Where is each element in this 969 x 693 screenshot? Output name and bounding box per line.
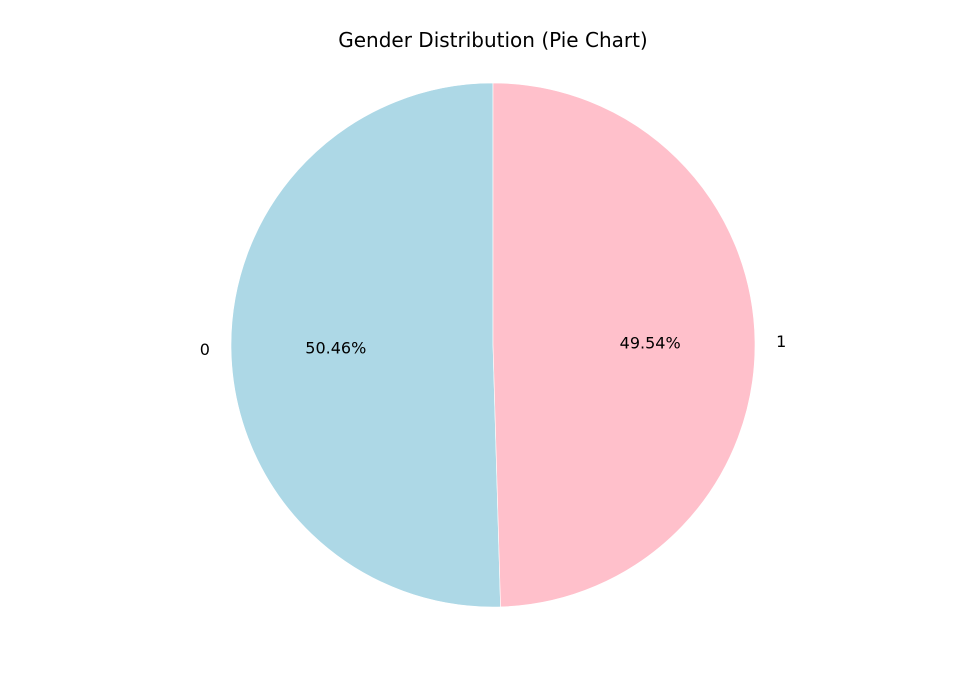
slice-label-1: 1	[776, 332, 786, 351]
slice-percent-0: 50.46%	[305, 338, 366, 357]
chart-title: Gender Distribution (Pie Chart)	[338, 28, 648, 52]
pie-slice-1	[492, 82, 756, 608]
pie-labels: 0 50.46% 1 49.54%	[200, 332, 787, 359]
slice-label-0: 0	[200, 340, 210, 359]
slice-percent-1: 49.54%	[620, 334, 681, 353]
pie-slice-0	[230, 82, 501, 608]
pie-slices	[230, 82, 756, 608]
